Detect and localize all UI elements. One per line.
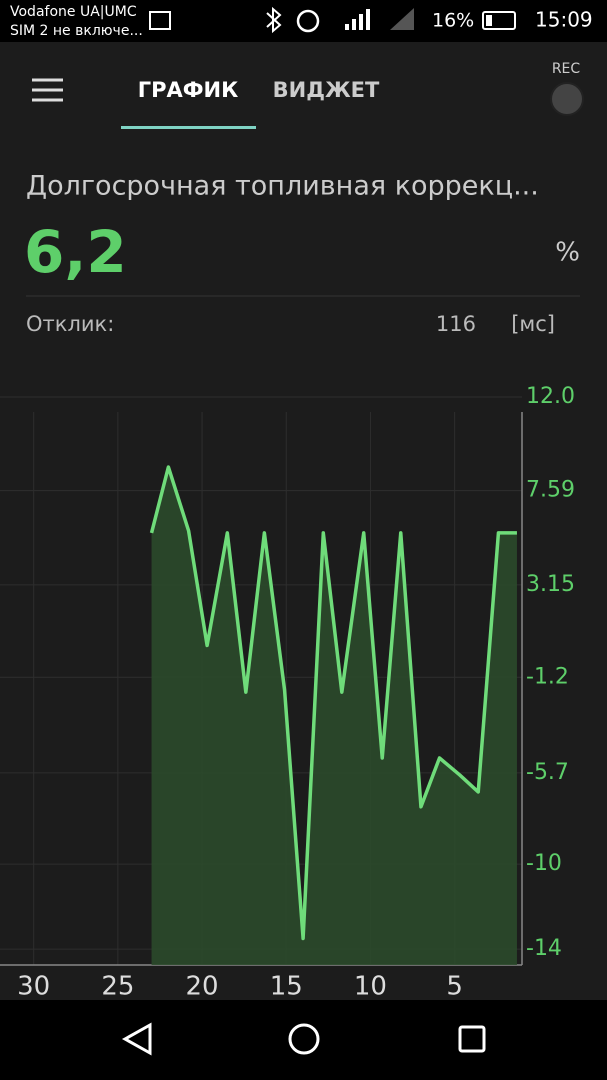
x-tick-label: 15: [270, 972, 303, 1002]
home-button[interactable]: [288, 1023, 320, 1055]
signal2-icon: [390, 8, 414, 30]
alarm-icon: [296, 9, 320, 33]
y-tick-label: 12.0: [526, 384, 575, 409]
tab-graph[interactable]: ГРАФИК: [138, 78, 239, 102]
rec-label: REC: [552, 61, 581, 77]
carrier: Vodafone UA|UMC: [10, 4, 137, 20]
y-tick-label: 7.59: [526, 478, 575, 503]
y-tick-label: -5.7: [526, 760, 569, 785]
nav-bar: [0, 1000, 607, 1080]
image-icon: [149, 11, 171, 30]
battery-level: [486, 15, 492, 26]
clock: 15:09: [535, 8, 593, 32]
area: [151, 467, 517, 965]
status-bar: [0, 0, 607, 42]
x-tick-label: 30: [17, 972, 50, 1002]
x-tick-label: 25: [101, 972, 134, 1002]
sim2: SIM 2 не включе...: [10, 23, 143, 39]
y-tick-label: -1.2: [526, 664, 569, 689]
sensor-unit: %: [555, 238, 580, 268]
y-tick-label: -14: [526, 936, 562, 961]
back-button[interactable]: [121, 1022, 152, 1056]
bluetooth-icon: [266, 6, 282, 34]
x-tick-label: 10: [354, 972, 387, 1002]
recents-button[interactable]: [458, 1025, 486, 1053]
sensor-value: 6,2: [24, 218, 127, 286]
y-tick-label: 3.15: [526, 572, 575, 597]
tab-indicator: [121, 126, 256, 129]
x-tick-label: 5: [446, 972, 463, 1002]
sensor-name: Долгосрочная топливная коррекц...: [26, 171, 539, 202]
response-unit: [мс]: [511, 312, 555, 336]
rec-button[interactable]: [550, 82, 584, 116]
response-value: 116: [436, 312, 476, 336]
menu-button[interactable]: [32, 78, 63, 102]
line: [149, 465, 517, 941]
y-tick-label: -10: [526, 851, 562, 876]
battery-icon: [482, 11, 516, 30]
tab-widget[interactable]: ВИДЖЕТ: [273, 78, 380, 102]
chart: 12.0 7.59 3.15 -1.2 -5.7 -10 -14 30 25 20 15 10 5: [0, 384, 575, 1002]
signal-icon: [345, 9, 370, 30]
x-tick-label: 20: [186, 972, 219, 1002]
battery-percent: 16%: [432, 10, 474, 32]
response-label: Отклик:: [26, 312, 114, 336]
